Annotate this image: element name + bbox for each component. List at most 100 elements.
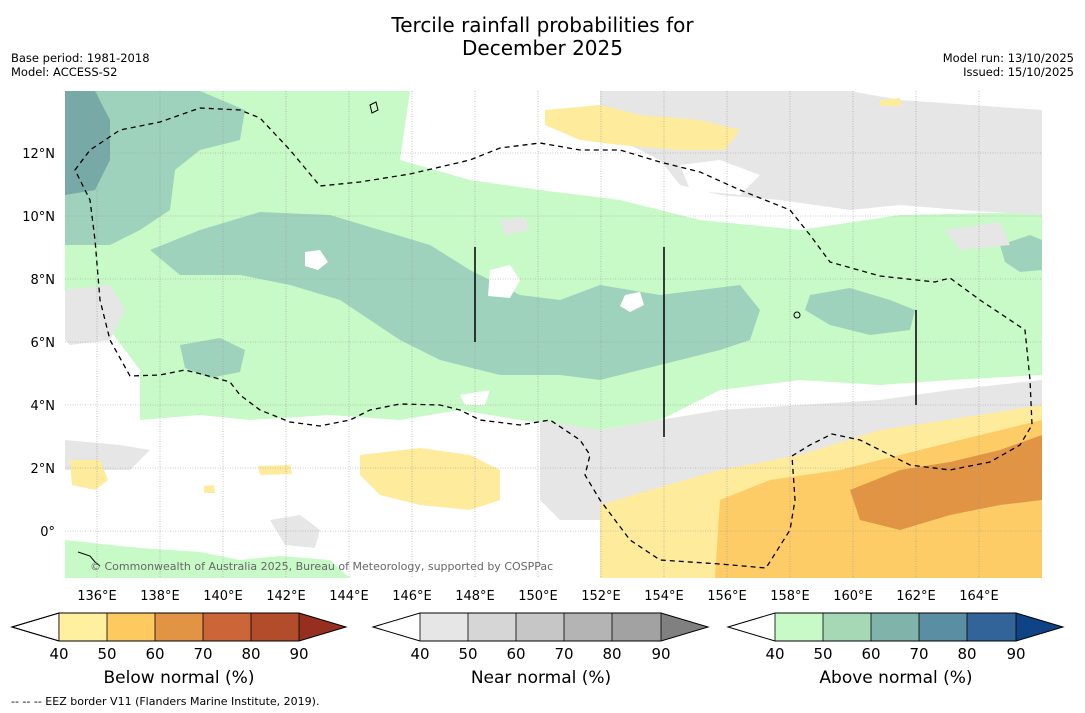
lon-label: 140°E — [203, 589, 243, 604]
colorbar-segment — [420, 613, 468, 641]
colorbar-tick: 60 — [506, 645, 525, 663]
lon-label: 146°E — [392, 589, 432, 604]
title-line-1: Tercile rainfall probabilities for — [391, 13, 694, 37]
model-name: Model: ACCESS-S2 — [11, 65, 118, 79]
colorbar-tick: 50 — [97, 645, 116, 663]
colorbar-arrow-high — [1016, 613, 1063, 641]
colorbar-segment — [775, 613, 823, 641]
colorbar-segment — [155, 613, 203, 641]
colorbar-arrow-high — [299, 613, 346, 641]
colorbar-above: 40 50 60 70 80 90 — [726, 612, 1065, 663]
colorbar-segment — [59, 613, 107, 641]
colorbar-segment — [823, 613, 871, 641]
lon-label: 148°E — [455, 589, 495, 604]
lon-label: 138°E — [140, 589, 180, 604]
below-normal-60-region — [850, 435, 1042, 530]
title-line-2: December 2025 — [462, 36, 623, 60]
colorbar-tick: 50 — [458, 645, 477, 663]
model-run: Model run: 13/10/2025 — [942, 51, 1074, 65]
colorbar-segment — [107, 613, 155, 641]
lon-axis-labels: 136°E 138°E 140°E 142°E 144°E 146°E 148°… — [77, 589, 999, 604]
low-confidence-region — [305, 250, 328, 270]
lon-label: 150°E — [518, 589, 558, 604]
colorbar-arrow-low — [10, 612, 60, 642]
colorbar-tick: 80 — [241, 645, 260, 663]
island-outline — [77, 551, 101, 567]
colorbar-tick: 80 — [957, 645, 976, 663]
island-outline — [369, 101, 379, 114]
colorbar-arrow-low — [373, 613, 420, 641]
lat-label: 2°N — [31, 462, 56, 477]
colorbar-tick: 60 — [861, 645, 880, 663]
colorbar-segment — [251, 613, 299, 641]
above-normal-60-region — [180, 338, 245, 378]
colorbar-segment — [919, 613, 967, 641]
colorbar-tick: 90 — [651, 645, 670, 663]
colorbar-segment — [203, 613, 251, 641]
colorbar-segment — [612, 613, 661, 641]
colorbar-above-label: Above normal (%) — [819, 668, 973, 688]
base-period: Base period: 1981-2018 — [11, 51, 150, 65]
colorbar-arrow-high — [661, 613, 708, 641]
colorbar-tick: 80 — [602, 645, 621, 663]
colorbar-tick: 40 — [765, 645, 784, 663]
lat-label: 4°N — [31, 399, 56, 414]
colorbar-segment — [564, 613, 612, 641]
issued-date: Issued: 15/10/2025 — [963, 65, 1074, 79]
map-field — [65, 91, 1042, 578]
colorbar-tick: 40 — [49, 645, 68, 663]
colorbar-below-label: Below normal (%) — [103, 668, 255, 688]
copyright-text: © Commonwealth of Australia 2025, Bureau… — [90, 560, 553, 573]
colorbar-near-label: Near normal (%) — [470, 668, 612, 688]
near-normal-region — [540, 380, 1042, 520]
above-normal-region — [65, 540, 350, 578]
above-normal-60-region — [1000, 235, 1042, 272]
colorbar-tick: 70 — [909, 645, 928, 663]
near-normal-region — [460, 390, 490, 405]
lat-label: 8°N — [31, 273, 56, 288]
above-normal-60-region — [805, 288, 915, 335]
below-normal-region — [204, 485, 215, 493]
colorbar-tick: 90 — [1006, 645, 1025, 663]
meta-left: Base period: 1981-2018 Model: ACCESS-S2 — [11, 51, 150, 79]
lon-label: 152°E — [581, 589, 621, 604]
lat-label: 0° — [40, 525, 55, 540]
below-normal-region — [70, 460, 108, 490]
eez-border — [74, 107, 1033, 569]
near-normal-region — [680, 160, 760, 195]
lon-label: 144°E — [329, 589, 369, 604]
colorbar-tick: 70 — [554, 645, 573, 663]
lon-label: 162°E — [896, 589, 936, 604]
island-atoll — [793, 311, 801, 319]
near-normal-region — [500, 218, 530, 235]
colorbar-tick: 50 — [813, 645, 832, 663]
colorbar-tick: 70 — [193, 645, 212, 663]
near-normal-region — [945, 222, 1010, 250]
colorbar-near: 40 50 60 70 80 90 — [371, 612, 710, 663]
map-title: Tercile rainfall probabilities for Decem… — [0, 14, 1085, 60]
colorbar-below: 40 50 60 70 80 90 — [10, 612, 348, 663]
below-normal-region — [360, 448, 500, 510]
lon-label: 156°E — [707, 589, 747, 604]
colorbar-arrow-low — [728, 613, 775, 641]
near-normal-region — [65, 285, 125, 345]
lon-label: 142°E — [266, 589, 306, 604]
colorbar-segment — [516, 613, 564, 641]
below-normal-region — [880, 98, 902, 106]
colorbar-segment — [871, 613, 919, 641]
lat-label: 6°N — [31, 336, 56, 351]
colorbar-tick: 40 — [410, 645, 429, 663]
colorbar-segment — [967, 613, 1016, 641]
meta-right: Model run: 13/10/2025 Issued: 15/10/2025 — [943, 51, 1074, 79]
colorbar-segment — [468, 613, 516, 641]
lat-axis-labels: 12°N 10°N 8°N 6°N 4°N 2°N 0° — [22, 147, 55, 540]
above-normal-60-region — [150, 212, 760, 380]
below-normal-region — [258, 465, 292, 475]
colorbar-tick: 90 — [289, 645, 308, 663]
lon-label: 164°E — [959, 589, 999, 604]
below-normal-region — [545, 105, 740, 150]
island-markers — [77, 101, 917, 567]
above-normal-region — [65, 91, 1042, 430]
eez-footnote: -- -- -- EEZ border V11 (Flanders Marine… — [11, 695, 320, 708]
colorbar-tick: 60 — [145, 645, 164, 663]
